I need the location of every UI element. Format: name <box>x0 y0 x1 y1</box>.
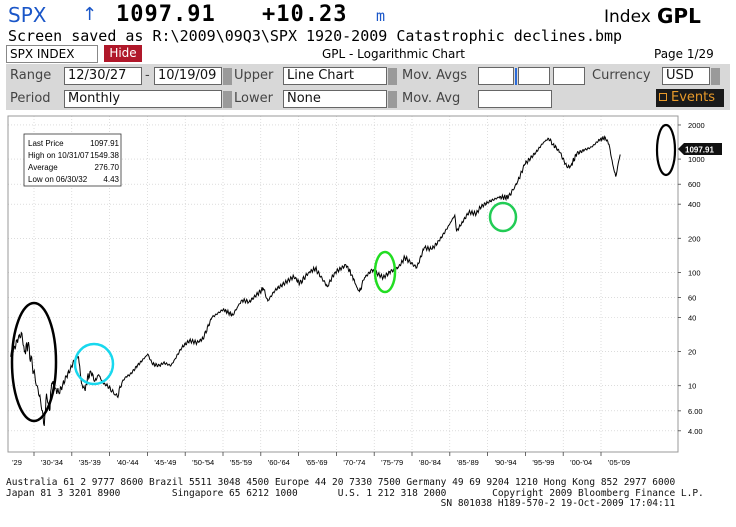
period-select[interactable]: Monthly <box>64 90 222 108</box>
x-tick-label: '05-'09 <box>608 458 630 467</box>
security-input[interactable]: SPX INDEX <box>6 45 98 63</box>
lower-mov-avg-input[interactable] <box>478 90 552 108</box>
range-start-input[interactable]: 12/30/27 <box>64 67 142 85</box>
x-tick-label: '60-'64 <box>268 458 290 467</box>
y-tick-label: 400 <box>688 200 701 209</box>
stats-low-label: Low on 06/30/32 <box>28 175 88 184</box>
chart-title: GPL - Logarithmic Chart <box>322 47 465 61</box>
currency-dropdown-icon[interactable] <box>711 68 720 85</box>
chart-controls: Range 12/30/27 - 10/19/09 Period Monthly… <box>6 64 730 110</box>
footer: Australia 61 2 9777 8600 Brazil 5511 304… <box>6 477 736 510</box>
x-axis: '29 '30-'34 '35-'39 '40-'44 '45-'49 '50-'54 '5… <box>12 452 630 467</box>
lower-chart-select[interactable]: None <box>283 90 387 108</box>
currency-select[interactable]: USD <box>662 67 710 85</box>
x-tick-label: '90-'94 <box>495 458 517 467</box>
annotation-layer <box>10 123 677 423</box>
period-dropdown-icon[interactable] <box>223 91 232 108</box>
last-price: 1097.91 <box>116 2 216 27</box>
x-tick-label: '40-'44 <box>117 458 139 467</box>
x-tick-label: '55-'59 <box>230 458 252 467</box>
y-tick-label: 1000 <box>688 155 705 164</box>
market-sector: Index <box>604 7 651 27</box>
y-tick-label: 60 <box>688 294 696 303</box>
function-code: GPL <box>657 4 701 28</box>
range-label: Range <box>10 68 52 83</box>
x-tick-label: '50-'54 <box>192 458 214 467</box>
stats-high-label: High on 10/31/07 <box>28 151 89 160</box>
footer-contacts-line-2: Japan 81 3 3201 8900 Singapore 65 6212 1… <box>6 487 704 499</box>
tick-unit: m <box>376 7 386 25</box>
function-header: SPX INDEX Hide GPL - Logarithmic Chart P… <box>6 45 730 64</box>
mov-avg-label: Mov. Avg <box>402 91 461 106</box>
events-label: Events <box>671 90 716 105</box>
y-tick-label: 20 <box>688 348 696 357</box>
events-toggle[interactable]: Events <box>656 89 724 107</box>
x-tick-label: '00-'04 <box>570 458 592 467</box>
price-chart[interactable]: 2000 1000 600 400 200 100 60 40 20 10 6.00 4.00 '29… <box>0 110 736 470</box>
footer-serial-line: SN 801038 H189-570-2 19-Oct-2009 17:04:1… <box>6 498 676 510</box>
x-tick-label: '30-'34 <box>41 458 63 467</box>
y-tick-label: 40 <box>688 313 696 322</box>
last-price-flag-text: 1097.91 <box>685 146 714 155</box>
spx-price-line <box>10 135 621 426</box>
stats-low: 4.43 <box>103 175 119 184</box>
x-tick-label: '75-'79 <box>381 458 403 467</box>
x-tick-label: '65-'69 <box>306 458 328 467</box>
x-tick-label: '35-'39 <box>79 458 101 467</box>
stats-high: 1549.38 <box>90 151 119 160</box>
x-tick-label: '95-'99 <box>532 458 554 467</box>
mov-avg-color-swatch[interactable] <box>515 68 517 85</box>
upper-dropdown-icon[interactable] <box>388 68 397 85</box>
range-separator: - <box>145 68 150 83</box>
lower-label: Lower <box>234 91 273 106</box>
x-tick-label: '45-'49 <box>154 458 176 467</box>
up-arrow-icon: ↑ <box>82 4 98 25</box>
mov-avg-input-3[interactable] <box>553 67 585 85</box>
save-message: Screen saved as R:\2009\09Q3\SPX 1920-20… <box>8 27 623 45</box>
checkbox-icon <box>659 93 667 101</box>
ticker-symbol[interactable]: SPX <box>8 3 47 27</box>
y-tick-label: 2000 <box>688 121 705 130</box>
x-tick-label: '29 <box>12 458 22 467</box>
y-tick-label: 10 <box>688 382 696 391</box>
annotation-ellipse <box>655 123 677 177</box>
range-dropdown-icon[interactable] <box>223 68 232 85</box>
y-tick-label: 6.00 <box>688 407 703 416</box>
lower-dropdown-icon[interactable] <box>388 91 397 108</box>
hide-button[interactable]: Hide <box>104 45 142 62</box>
period-label: Period <box>10 91 51 106</box>
stats-box: Last Price 1097.91 High on 10/31/07 1549… <box>23 133 122 187</box>
plot-frame <box>7 115 679 453</box>
stats-average-label: Average <box>28 163 58 172</box>
annotation-ellipse <box>10 301 58 423</box>
mov-avgs-label: Mov. Avgs <box>402 68 467 83</box>
footer-contacts-line-1: Australia 61 2 9777 8600 Brazil 5511 304… <box>6 477 676 488</box>
currency-label: Currency <box>592 68 651 83</box>
stats-last-price-label: Last Price <box>28 139 64 148</box>
last-price-flag: 1097.91 <box>678 143 722 155</box>
stats-last-price: 1097.91 <box>90 139 119 148</box>
x-tick-label: '80-'84 <box>419 458 441 467</box>
y-tick-label: 4.00 <box>688 427 703 436</box>
y-axis: 2000 1000 600 400 200 100 60 40 20 10 6.00 4.00 <box>678 121 705 436</box>
upper-chart-select[interactable]: Line Chart <box>283 67 387 85</box>
annotation-ellipse <box>73 342 115 386</box>
y-tick-label: 600 <box>688 180 701 189</box>
y-tick-label: 200 <box>688 234 701 243</box>
annotation-ellipse <box>373 250 397 294</box>
mov-avg-input-2[interactable] <box>518 67 550 85</box>
page-indicator: Page 1/29 <box>654 47 714 61</box>
range-end-input[interactable]: 10/19/09 <box>154 67 222 85</box>
chart-background <box>0 110 736 470</box>
price-change: +10.23 <box>262 2 348 27</box>
mov-avg-input-1[interactable] <box>478 67 514 85</box>
x-tick-label: '70-'74 <box>343 458 365 467</box>
stats-average: 276.70 <box>95 163 120 172</box>
y-tick-label: 100 <box>688 268 701 277</box>
upper-label: Upper <box>234 68 274 83</box>
annotation-ellipse <box>488 201 518 233</box>
security-title-bar: SPX ↑ 1097.91 +10.23 m Index GPL <box>0 0 736 30</box>
x-tick-label: '85-'89 <box>457 458 479 467</box>
